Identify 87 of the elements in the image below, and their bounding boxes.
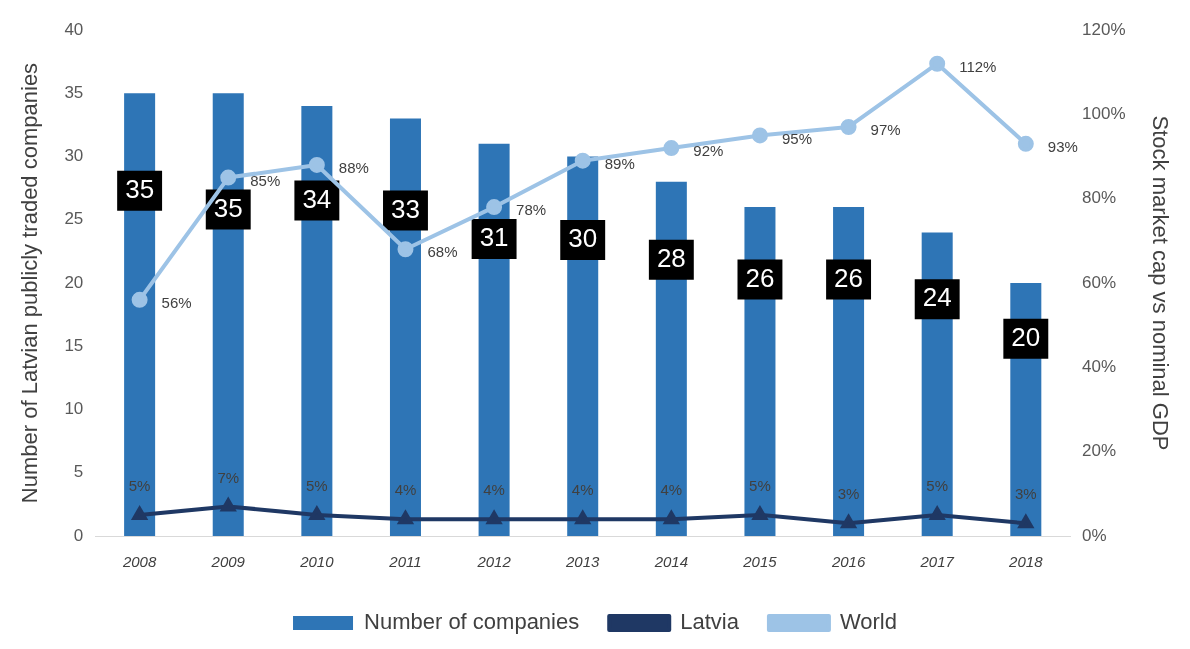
y-tick-label: 15 [64,335,84,355]
data-label: 3% [1014,485,1037,503]
data-label: 68% [427,243,458,261]
data-label: 78% [516,201,547,219]
data-label: 5% [128,477,151,495]
data-label: 35 [213,192,243,223]
x-tick-label: 2012 [476,553,512,571]
y2-tick-label: 80% [1082,188,1117,208]
x-tick-label: 2016 [830,553,866,571]
data-label: 4% [571,481,594,499]
point [929,55,946,72]
x-tick-label: 2010 [299,553,335,571]
data-label: 26 [834,262,864,293]
data-label: 31 [479,222,509,253]
data-label: 92% [693,142,724,160]
point [752,506,768,520]
data-label: 5% [926,477,949,495]
x-tick-label: 2014 [653,553,689,571]
y2-tick-label: 120% [1082,19,1126,39]
x-tick-label: 2013 [565,553,601,571]
y-tick-label: 30 [64,146,84,166]
data-label: 93% [1047,137,1078,155]
point [664,511,679,525]
y2-tick-label: 40% [1082,357,1117,377]
point [1017,135,1034,152]
y-tick-label: 25 [64,209,84,229]
y2-axis-title: Stock market cap vs nominal GDP [1147,115,1173,451]
point [308,156,325,173]
y-tick-label: 40 [64,19,84,39]
y2-tick-label: 100% [1082,104,1126,124]
legend-label: Latvia [680,609,740,635]
data-label: 7% [217,468,240,486]
data-label: 89% [604,154,635,172]
data-label: 24 [922,282,952,313]
point [751,127,768,144]
x-tick-label: 2009 [210,553,246,571]
y2-tick-label: 20% [1082,441,1117,461]
point [221,498,236,512]
data-label: 112% [959,57,997,75]
point [575,511,590,525]
data-label: 20 [1011,321,1041,352]
data-label: 30 [568,223,598,254]
point [930,506,945,520]
legend-label: Number of companies [364,609,580,635]
point [309,506,325,520]
point [132,506,147,520]
point [486,199,503,216]
y-tick-label: 35 [64,82,84,102]
data-label: 5% [306,477,328,495]
data-label: 88% [338,159,369,177]
data-label: 4% [660,481,683,499]
data-label: 33 [391,193,420,224]
point [840,118,857,135]
y-tick-label: 0 [73,525,84,545]
data-label: 56% [161,294,192,312]
data-label: 5% [749,477,771,495]
point [131,291,148,308]
y2-tick-label: 60% [1082,272,1117,292]
y-tick-label: 5 [73,462,84,482]
point [486,511,502,525]
point [398,511,413,525]
point [663,140,680,157]
data-label: 85% [250,171,281,189]
y-tick-label: 20 [64,272,84,292]
point [220,169,237,186]
y2-tick-label: 0% [1082,525,1107,545]
x-tick-label: 2008 [121,553,157,571]
data-label: 95% [781,129,812,147]
y-axis-title: Number of Latvian publicly traded companies [17,62,43,504]
data-label: 26 [745,262,775,293]
point [1018,515,1034,529]
data-label: 35 [125,173,155,204]
x-tick-label: 2015 [742,553,778,571]
point [841,515,856,529]
x-tick-label: 2017 [919,553,955,571]
legend-label: World [839,609,897,635]
point [574,152,591,169]
x-tick-label: 2011 [388,553,422,571]
data-label: 97% [870,121,901,139]
data-label: 4% [483,481,505,499]
x-tick-label: 2018 [1008,553,1044,571]
point [397,241,414,258]
data-label: 4% [394,481,417,499]
data-label: 28 [656,242,686,273]
data-label: 34 [302,183,332,214]
y-tick-label: 10 [64,399,84,419]
data-label: 3% [837,485,860,503]
